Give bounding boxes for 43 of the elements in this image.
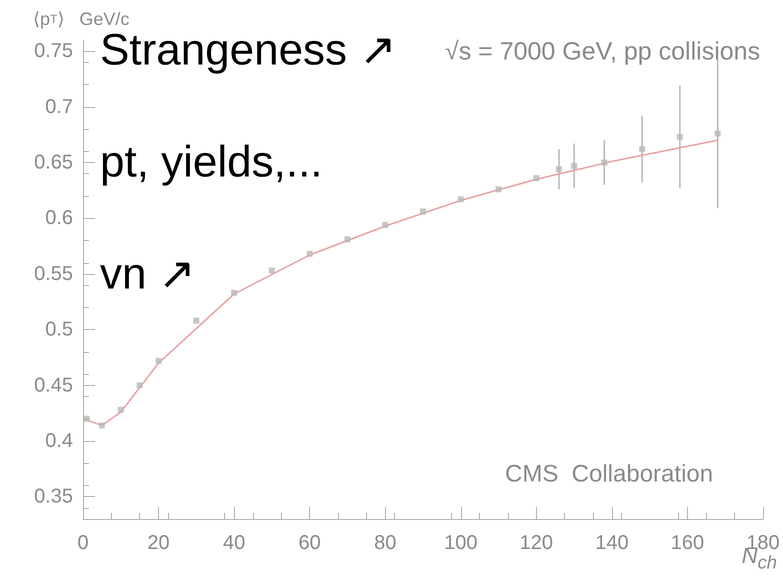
x-tick-label: 80 [374,532,396,554]
point [639,146,646,152]
chart-title: √s = 7000 GeV, pp collisions [445,38,760,66]
annotation: pt, yields,... [100,138,323,186]
x-tick-label: 140 [595,532,629,554]
y-tick-label: 0.6 [45,207,73,230]
x-tick-label: 60 [298,532,321,554]
point [268,268,275,274]
point [156,358,162,364]
annotation: CMS Collaboration [505,460,714,488]
point [571,162,578,169]
point [420,208,426,215]
point [496,186,502,192]
point [306,250,313,257]
point [676,134,683,140]
x-tick-label: 20 [147,532,170,554]
point [98,422,105,428]
x-tick-label: 0 [77,532,89,554]
point [556,166,562,172]
point [458,196,464,202]
x-tick-label: 100 [444,532,478,554]
point [193,318,200,324]
y-tick-label: 0.4 [45,430,73,452]
x-tick-label: 120 [520,532,554,554]
y-tick-label: 0.7 [45,96,73,118]
y-tick-label: 0.55 [34,262,73,285]
point [714,130,721,137]
point [382,222,388,228]
point [533,175,540,182]
x-tick-label: 160 [670,532,704,554]
annotation: vn ↗ [100,250,196,298]
y-tick-label: 0.35 [34,486,73,508]
point [84,416,90,422]
point [231,290,238,296]
y-tick-label: 0.75 [34,40,73,62]
y-tick-label: 0.45 [34,374,73,396]
point [601,160,608,166]
point [118,406,124,413]
x-tick-label: 40 [222,532,246,554]
point [344,236,350,242]
point [136,382,143,388]
y-tick-label: 0.65 [34,152,73,174]
y-tick-label: 0.5 [45,318,73,341]
